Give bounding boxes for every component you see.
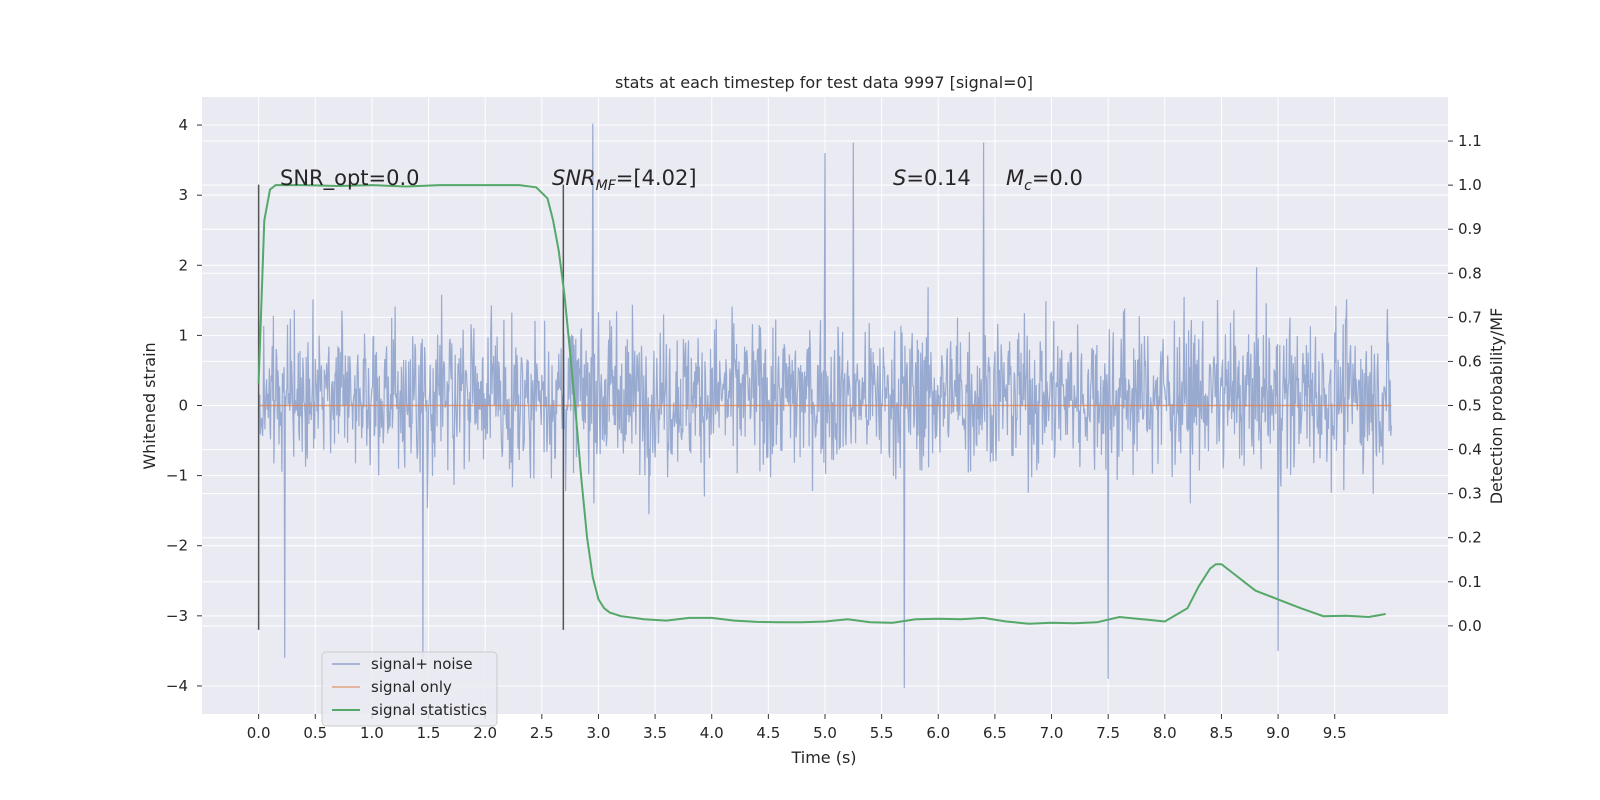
annotation-snr-mf: SNRMF=[4.02] [552,166,697,194]
x-axis-label: Time (s) [790,748,856,767]
y-left-tick-label: 4 [178,116,188,134]
y-left-tick-label: −3 [166,607,188,625]
x-tick-label: 8.5 [1210,724,1234,742]
annotation-mc-value: =0.0 [1032,166,1083,190]
y-right-tick-label: 0.0 [1458,617,1482,635]
x-tick-label: 2.0 [473,724,497,742]
y-right-axis-label: Detection probability/MF [1487,308,1506,505]
annotation-snr-mf-prefix: SNR [552,166,596,190]
annotation-mc-prefix: M [1006,166,1024,190]
x-tick-label: 7.5 [1096,724,1120,742]
annotation-s: S=0.14 [893,166,971,190]
x-tick-label: 9.0 [1266,724,1290,742]
annotation-snr-opt: SNR_opt=0.0 [280,166,420,191]
annotation-snr-mf-value: =[4.02] [616,166,697,190]
x-tick-label: 3.0 [587,724,611,742]
annotation-mc: Mc=0.0 [1006,166,1083,194]
y-right-tick-label: 1.1 [1458,132,1482,150]
y-right-tick-label: 0.7 [1458,308,1482,326]
x-tick-label: 4.0 [700,724,724,742]
x-tick-label: 6.0 [926,724,950,742]
x-tick-label: 0.0 [247,724,271,742]
noise-series [258,123,1392,689]
x-tick-label: 1.5 [417,724,441,742]
legend-box [321,651,498,727]
y-left-axis-ticks: 4 3 2 1 0 −1 −2 −3 −4 [166,116,202,695]
y-left-tick-label: −4 [166,677,188,695]
chart-title: stats at each timestep for test data 999… [615,73,1033,92]
legend: signal+ noise signal only signal statist… [321,651,498,727]
annotation-mc-sub: c [1024,178,1032,194]
x-tick-label: 0.5 [303,724,327,742]
signal-statistics-line [257,184,1386,625]
y-left-tick-label: 3 [178,186,188,204]
x-tick-label: 6.5 [983,724,1007,742]
y-right-tick-label: 0.8 [1458,264,1482,282]
y-left-axis-label: Whitened strain [140,342,159,469]
y-right-tick-label: 0.9 [1458,220,1482,238]
y-left-tick-label: 0 [178,397,188,415]
y-right-tick-label: 0.6 [1458,352,1482,370]
x-tick-label: 9.5 [1323,724,1347,742]
x-tick-label: 7.0 [1040,724,1064,742]
x-axis-ticks: 0.0 0.5 1.0 1.5 2.0 2.5 3.0 3.5 4.0 4.5 5.0 5.5 6.0 6… [247,714,1347,742]
x-tick-label: 4.5 [756,724,780,742]
x-tick-label: 8.0 [1153,724,1177,742]
legend-label-signal: signal only [371,678,452,696]
annotation-snr-mf-sub: MF [596,178,617,194]
annotation-s-value: =0.14 [906,166,970,190]
y-right-axis-ticks: 1.1 1.0 0.9 0.8 0.7 0.6 0.5 0.4 0.3 0.2 0.1 0.0 [1448,132,1482,635]
signal-statistics-series [257,184,1386,625]
legend-label-noise: signal+ noise [371,655,473,673]
y-right-tick-label: 0.4 [1458,441,1482,459]
y-right-tick-label: 0.2 [1458,529,1482,547]
annotation-s-prefix: S [893,166,906,190]
y-left-tick-label: −2 [166,537,188,555]
legend-label-stats: signal statistics [371,701,487,719]
y-right-tick-label: 0.3 [1458,485,1482,503]
y-left-tick-label: −1 [166,467,188,485]
y-left-tick-label: 2 [178,256,188,274]
y-right-tick-label: 0.1 [1458,573,1482,591]
y-right-tick-label: 1.0 [1458,176,1482,194]
x-tick-label: 1.0 [360,724,384,742]
x-tick-label: 3.5 [643,724,667,742]
event-markers [257,184,565,630]
annotations: SNR_opt=0.0 SNRMF=[4.02] S=0.14 Mc=0.0 [280,166,1083,194]
x-tick-label: 5.5 [870,724,894,742]
x-tick-label: 5.0 [813,724,837,742]
y-right-tick-label: 0.5 [1458,397,1482,415]
y-left-tick-label: 1 [178,326,188,344]
x-tick-label: 2.5 [530,724,554,742]
noise-line [258,123,1392,689]
